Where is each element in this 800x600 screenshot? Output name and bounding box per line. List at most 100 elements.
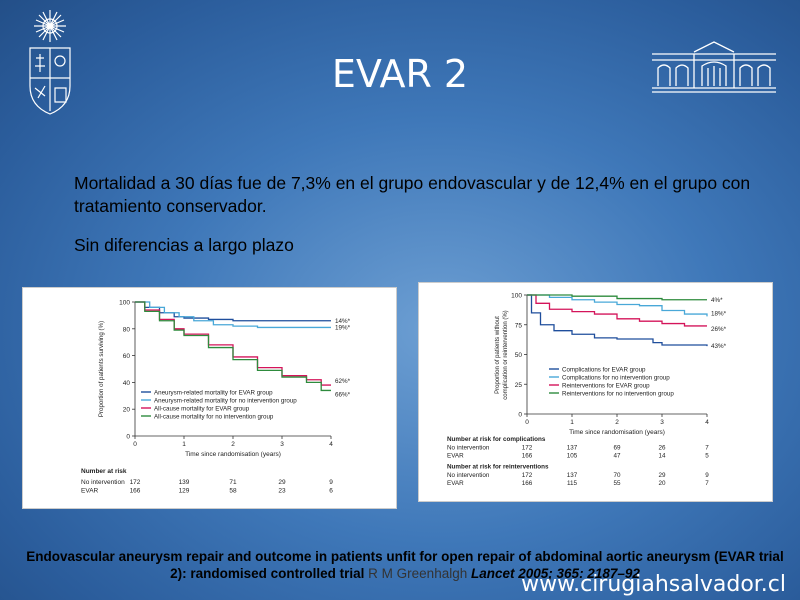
risk-cell: 20 [658,480,666,487]
body-text: Mortalidad a 30 días fue de 7,3% en el g… [74,172,754,273]
legend-label: Reinterventions for no intervention grou… [562,390,674,397]
citation: Endovascular aneurysm repair and outcome… [20,548,790,582]
y-axis-title-line2: complication or reintervention (%) [503,310,509,399]
risk-cell: 70 [613,472,621,479]
risk-cell: 55 [613,480,621,487]
risk-row-label: No intervention [447,472,490,479]
risk-cell: 14 [658,453,666,460]
risk-row-label: No intervention [447,445,490,452]
building-facade-logo [650,38,778,94]
university-seal-logo [20,6,80,118]
y-axis-title: Proportion of patients surviving (%) [98,321,105,417]
risk-cell: 7 [705,480,709,487]
risk-cell: 58 [229,488,237,495]
risk-cell: 166 [130,488,141,495]
series-line [135,301,331,392]
risk-table-heading: Number at risk for reinterventions [447,464,549,471]
legend-label: All-cause mortality for EVAR group [154,405,250,412]
x-tick-label: 1 [570,419,574,426]
risk-cell: 105 [567,453,578,460]
legend-label: Complications for no intervention group [562,374,670,381]
risk-cell: 115 [567,480,578,487]
risk-cell: 9 [329,479,333,486]
y-tick-label: 0 [126,434,130,441]
x-tick-label: 4 [705,419,709,426]
y-tick-label: 50 [515,352,523,359]
risk-cell: 47 [613,453,621,460]
risk-table-heading: Number at risk [81,468,127,475]
risk-cell: 172 [130,479,141,486]
y-tick-label: 75 [515,322,523,329]
risk-cell: 172 [522,472,533,479]
series-end-label: 43%* [711,343,727,350]
series-line [135,301,331,329]
x-tick-label: 2 [231,441,235,448]
risk-table-heading: Number at risk for complications [447,436,546,443]
survival-chart-panel: 0 20 40 60 80 100 0 1 2 3 4 Time since randomisatio… [22,287,397,509]
x-axis-title: Time since randomisation (years) [569,429,665,436]
x-tick-label: 3 [660,419,664,426]
risk-cell: 29 [278,479,286,486]
y-tick-label: 60 [123,353,131,360]
complications-chart-panel: 0 25 50 75 100 0 1 2 3 4 Time since randomisation … [418,282,773,502]
x-tick-label: 0 [133,441,137,448]
y-tick-label: 40 [123,380,131,387]
y-tick-label: 25 [515,382,523,389]
risk-cell: 6 [329,488,333,495]
risk-cell: 71 [229,479,237,486]
risk-cell: 69 [613,445,621,452]
series-end-label: 18%* [711,310,727,317]
y-tick-label: 20 [123,407,131,414]
series-end-label: 26%* [711,326,727,333]
x-tick-label: 0 [525,419,529,426]
x-tick-label: 2 [615,419,619,426]
mortality-paragraph: Mortalidad a 30 días fue de 7,3% en el g… [74,173,751,216]
series-line [527,294,708,347]
series-line [527,294,707,301]
risk-cell: 137 [567,472,578,479]
slide-title: EVAR 2 [331,52,469,96]
legend-label: Aneurysm-related mortality for EVAR grou… [154,389,273,396]
series-end-label: 66%* [335,391,351,398]
series-line [527,294,707,327]
y-tick-label: 0 [518,412,522,419]
risk-cell: 29 [658,472,666,479]
risk-cell: 137 [567,445,578,452]
x-tick-label: 4 [329,441,333,448]
legend-label: Complications for EVAR group [562,366,646,373]
y-tick-label: 100 [119,300,130,307]
risk-row-label: No intervention [81,479,125,486]
citation-journal: Lancet 2005; 365: 2187–92 [471,566,640,581]
risk-cell: 139 [179,479,190,486]
y-axis-title-line1: Proportion of patients without [495,316,501,394]
legend-label: Aneurysm-related mortality for no interv… [154,397,297,404]
series-line [527,294,708,317]
x-tick-label: 3 [280,441,284,448]
citation-authors: R M Greenhalgh [368,566,468,581]
legend-label: All-cause mortality for no intervention … [154,413,274,420]
x-tick-label: 1 [182,441,186,448]
risk-cell: 23 [278,488,286,495]
y-tick-label: 100 [511,293,522,300]
risk-cell: 5 [705,453,709,460]
risk-cell: 7 [705,445,709,452]
risk-cell: 172 [522,445,533,452]
risk-cell: 166 [522,480,533,487]
x-axis-title: Time since randomisation (years) [185,451,281,458]
series-end-label: 14%* [335,318,351,325]
risk-cell: 129 [179,488,190,495]
long-term-paragraph: Sin diferencias a largo plazo [74,235,294,255]
y-tick-label: 80 [123,326,131,333]
legend-label: Reinterventions for EVAR group [562,382,650,389]
series-end-label: 19%* [335,324,351,331]
series-end-label: 4%* [711,297,723,304]
series-line [135,301,331,386]
risk-row-label: EVAR [447,453,464,460]
risk-cell: 9 [705,472,709,479]
risk-row-label: EVAR [81,488,99,495]
risk-cell: 166 [522,453,533,460]
series-end-label: 62%* [335,378,351,385]
website-url: www.cirugiahsalvador.cl [521,572,786,597]
